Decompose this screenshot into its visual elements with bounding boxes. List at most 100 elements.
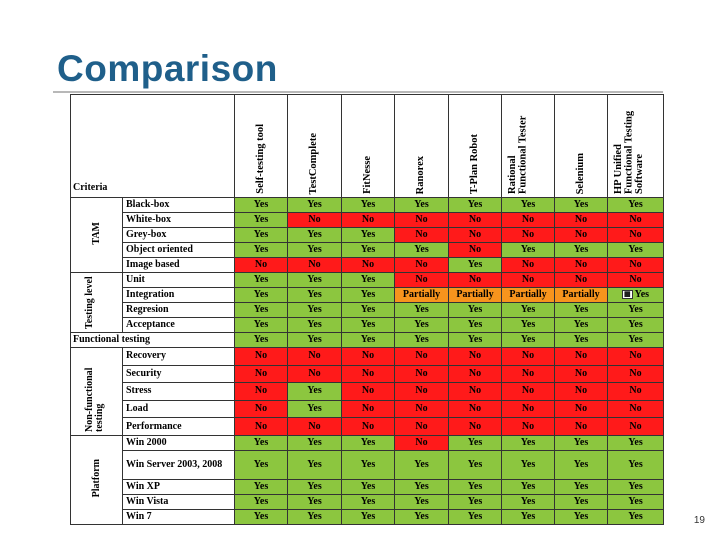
value-cell: No — [394, 212, 449, 228]
value-cell: No — [394, 227, 449, 243]
value-cell: Yes — [448, 317, 502, 333]
value-cell: Yes — [554, 317, 608, 333]
value-cell: No — [341, 364, 395, 384]
value-cell: Yes — [287, 242, 342, 258]
criterion-label: Image based — [122, 257, 235, 273]
value-cell: Yes — [448, 302, 502, 318]
value-cell: Yes — [394, 509, 449, 525]
value-cell: Yes — [501, 197, 555, 213]
value-cell: Yes — [341, 435, 395, 451]
table-row: White-box Yes No No No No No No No — [71, 212, 664, 228]
criterion-label: Performance — [122, 417, 235, 436]
value-cell: Yes — [287, 509, 342, 525]
table-row: Regresion Yes Yes Yes Yes Yes Yes Yes Yes — [71, 302, 664, 318]
value-cell: Yes — [394, 479, 449, 495]
value-cell: Yes — [394, 302, 449, 318]
tool-header: Selenium — [554, 94, 608, 198]
value-cell: No — [501, 347, 555, 366]
value-cell: No — [554, 272, 608, 288]
criterion-label: Security — [122, 364, 235, 384]
value-cell: Yes — [448, 435, 502, 451]
value-cell: No — [501, 417, 555, 436]
value-cell: Yes — [234, 494, 288, 510]
table-row: Load No Yes No No No No No No — [71, 399, 664, 419]
table-row: Testing level Unit Yes Yes Yes No No No No No — [70, 272, 664, 333]
value-cell: Yes — [394, 332, 449, 348]
value-cell: No — [341, 417, 395, 436]
value-cell: Yes — [554, 509, 608, 525]
value-cell: No — [501, 257, 555, 273]
value-cell: No — [607, 227, 664, 243]
value-cell: Yes — [394, 197, 449, 213]
value-cell: No — [554, 347, 608, 366]
table-row: Security No No No No No No No No — [71, 364, 664, 384]
value-cell: Yes — [341, 494, 395, 510]
value-cell: No — [501, 364, 555, 384]
criterion-label: Win 2000 — [122, 435, 235, 451]
value-cell: Yes — [448, 332, 502, 348]
value-cell: No — [448, 399, 502, 419]
value-cell: ▦ Yes — [607, 287, 664, 303]
value-cell: No — [287, 347, 342, 366]
slide-title: Comparison — [57, 48, 278, 89]
value-cell: No — [287, 417, 342, 436]
criterion-label: Object oriented — [122, 242, 235, 258]
criteria-header: Criteria — [70, 94, 235, 198]
value-cell: Yes — [501, 242, 555, 258]
value-cell: No — [501, 272, 555, 288]
value-cell: Yes — [234, 287, 288, 303]
value-cell: Yes — [607, 509, 664, 525]
value-cell: Yes — [607, 450, 664, 480]
value-cell: Yes — [554, 494, 608, 510]
value-cell: No — [448, 347, 502, 366]
tool-header: HP Unified Functional Testing Software — [607, 94, 664, 198]
value-cell: No — [554, 364, 608, 384]
tool-header: TestComplete — [287, 94, 342, 198]
value-cell: No — [234, 364, 288, 384]
tool-header: Self-testing tool — [234, 94, 288, 198]
value-cell: Yes — [287, 302, 342, 318]
group-label-non-functional: Non-functional testing — [70, 347, 123, 436]
value-cell: No — [607, 257, 664, 273]
value-cell: Yes — [341, 287, 395, 303]
value-cell: No — [234, 347, 288, 366]
table-row: TAM Black-box Yes Yes Yes Yes Yes Yes Yes Yes — [70, 197, 664, 273]
value-cell: Yes — [341, 332, 395, 348]
value-cell: Yes — [234, 242, 288, 258]
value-cell: Yes — [341, 302, 395, 318]
value-cell: Yes — [287, 317, 342, 333]
value-cell: Yes — [554, 197, 608, 213]
table-row: Functional testing Yes Yes Yes Yes Yes Yes Yes Y… — [70, 332, 664, 348]
value-cell: No — [501, 399, 555, 419]
value-cell: No — [448, 364, 502, 384]
value-cell: Yes — [607, 479, 664, 495]
value-cell: Yes — [287, 450, 342, 480]
value-cell: No — [287, 212, 342, 228]
value-cell: Yes — [287, 332, 342, 348]
value-cell: Yes — [341, 317, 395, 333]
value-cell: Yes — [448, 257, 502, 273]
value-cell: No — [287, 364, 342, 384]
value-cell: No — [501, 212, 555, 228]
tool-header: Rational Functional Tester — [501, 94, 555, 198]
criterion-label: Win Server 2003, 2008 — [122, 450, 235, 480]
value-cell: No — [607, 399, 664, 419]
table-row: Non-functional testing Recovery No No No No No… — [70, 347, 664, 436]
value-cell: No — [341, 347, 395, 366]
value-cell: No — [448, 382, 502, 401]
value-cell: Yes — [501, 302, 555, 318]
value-cell: No — [448, 227, 502, 243]
table-row: Grey-box Yes Yes Yes No No No No No — [71, 227, 664, 243]
value-cell: No — [394, 272, 449, 288]
value-cell: No — [607, 417, 664, 436]
table-row: Object oriented Yes Yes Yes Yes No Yes Yes Yes — [71, 242, 664, 258]
value-cell: No — [394, 382, 449, 401]
value-cell: Yes — [234, 197, 288, 213]
criterion-label: Win 7 — [122, 509, 235, 525]
value-cell: No — [448, 212, 502, 228]
tool-header: Ranorex — [394, 94, 449, 198]
table-row: Integration Yes Yes Yes Partially Partially Pa… — [71, 287, 664, 303]
tool-header: FitNesse — [341, 94, 395, 198]
table-row: Acceptance Yes Yes Yes Yes Yes Yes Yes Yes — [71, 317, 664, 333]
value-cell: Yes — [234, 317, 288, 333]
